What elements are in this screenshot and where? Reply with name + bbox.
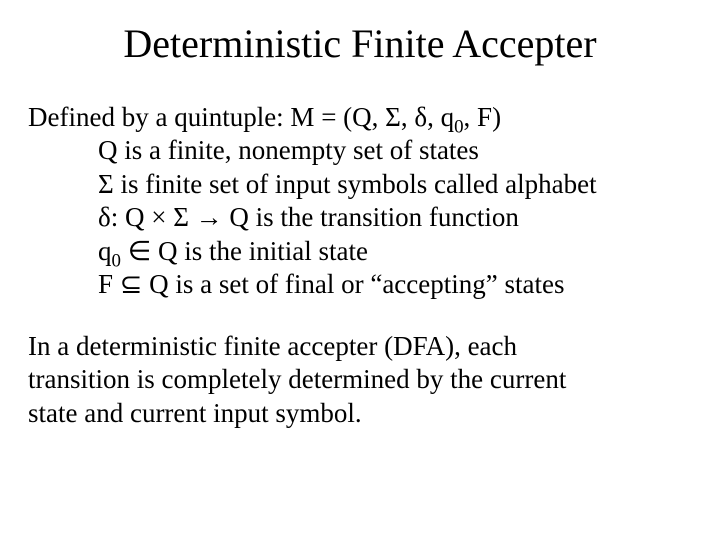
text: q	[98, 236, 112, 266]
line-q0: q0 ∈ Q is the initial state	[98, 235, 692, 268]
text: , F)	[464, 102, 502, 132]
para2-line1: In a deterministic finite accepter (DFA)…	[28, 330, 692, 363]
para2-line3: state and current input symbol.	[28, 397, 692, 430]
page-title: Deterministic Finite Accepter	[28, 20, 692, 67]
line-sigma: Σ is finite set of input symbols called …	[98, 168, 692, 201]
text: ∈ Q is the initial state	[121, 236, 368, 266]
line-Q: Q is a finite, nonempty set of states	[98, 134, 692, 167]
body-text: Defined by a quintuple: M = (Q, Σ, δ, q0…	[28, 101, 692, 430]
text: Defined by a quintuple: M = (Q, Σ, δ, q	[28, 102, 454, 132]
slide: Deterministic Finite Accepter Defined by…	[0, 0, 720, 540]
paragraph-2: In a deterministic finite accepter (DFA)…	[28, 330, 692, 430]
line-F: F ⊆ Q is a set of final or “accepting” s…	[98, 268, 692, 301]
para2-line2: transition is completely determined by t…	[28, 363, 692, 396]
line-delta: δ: Q × Σ → Q is the transition function	[98, 201, 692, 234]
line-defined: Defined by a quintuple: M = (Q, Σ, δ, q0…	[28, 101, 692, 134]
